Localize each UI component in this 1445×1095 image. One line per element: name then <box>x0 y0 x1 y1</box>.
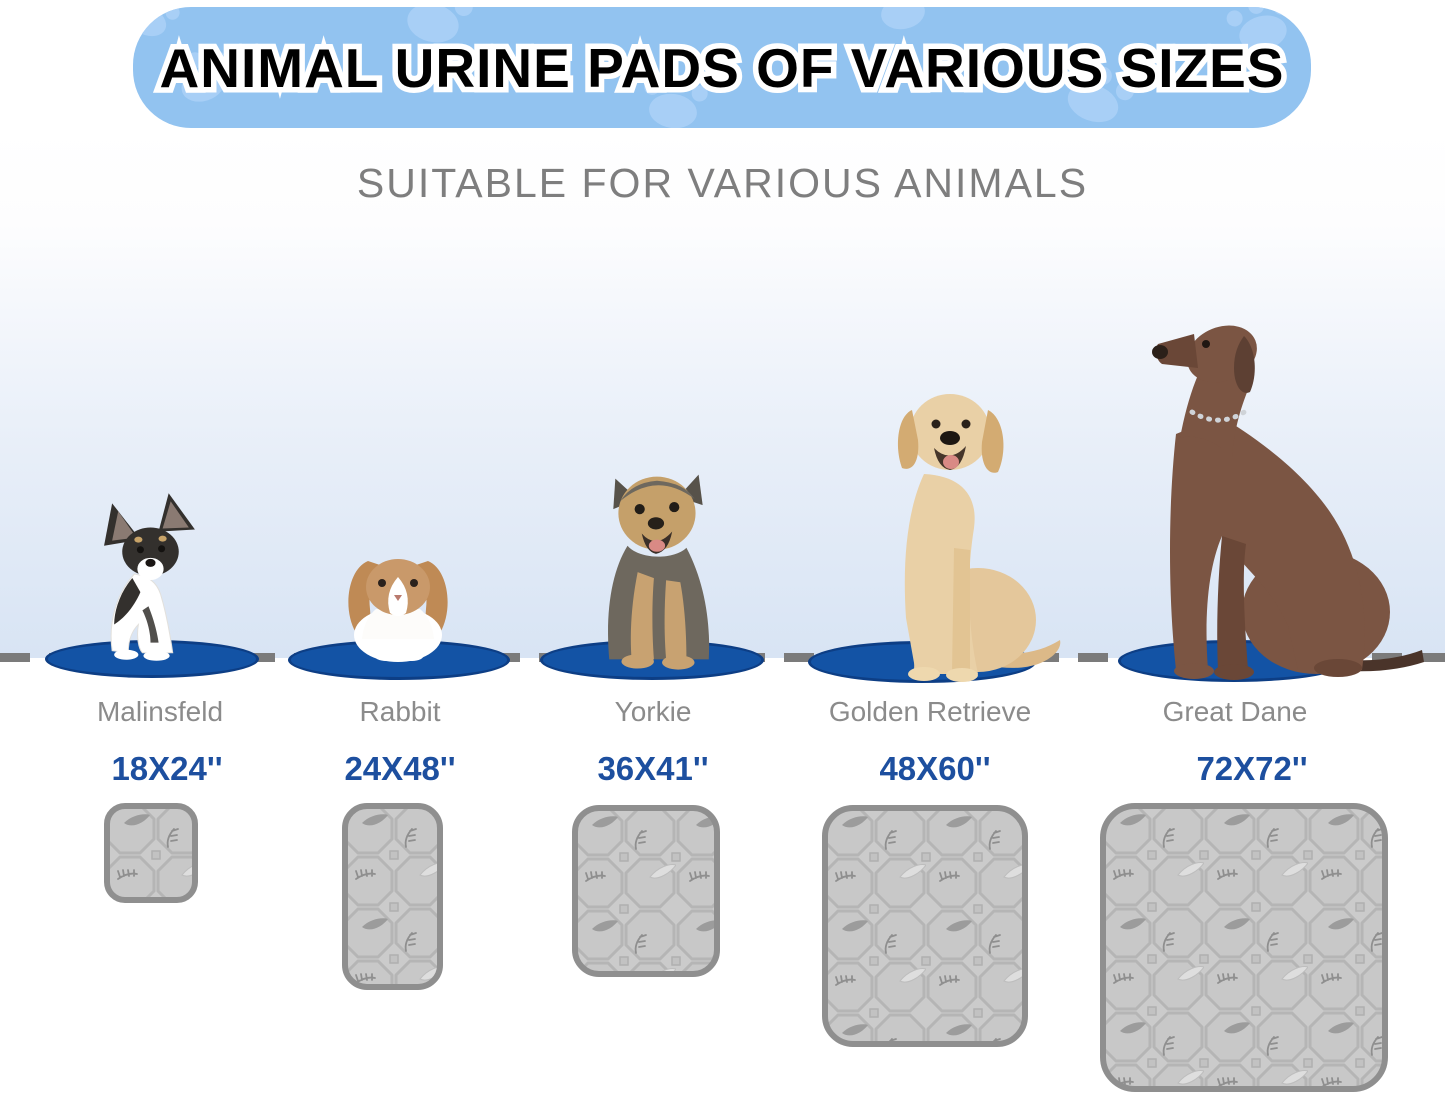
animal-name-golden-retrieve: Golden Retrieve <box>828 696 1032 727</box>
yorkie-image <box>608 474 710 670</box>
page-title-outline: ANIMAL URINE PADS OF VARIOUS SIZES <box>154 31 1289 104</box>
pee-pad-24x48 <box>342 803 443 990</box>
pee-pad-18x24 <box>104 803 198 903</box>
animal-name-rabbit: Rabbit <box>359 696 441 727</box>
pad-size-24x48: 24X48'' <box>344 750 456 787</box>
great-dane-image <box>1152 325 1424 680</box>
pad-size-48x60: 48X60'' <box>879 750 991 787</box>
animal-name-yorkie: Yorkie <box>614 696 692 727</box>
animal-name-great-dane: Great Dane <box>1162 696 1308 727</box>
pad-size-36x41: 36X41'' <box>597 750 709 787</box>
pee-pad-48x60 <box>822 805 1028 1047</box>
malinsfeld-dog-image <box>104 493 195 661</box>
subtitle: SUITABLE FOR VARIOUS ANIMALS <box>356 160 1089 206</box>
golden-retrieve-image <box>897 394 1061 682</box>
pee-pad-36x41 <box>572 805 720 977</box>
rabbit-image <box>348 559 448 662</box>
paw-print-icon <box>133 7 1290 128</box>
pad-size-72x72: 72X72'' <box>1196 750 1308 787</box>
title-banner: ANIMAL URINE PADS OF VARIOUS SIZES ANIMA… <box>133 7 1311 128</box>
pad-size-18x24: 18X24'' <box>111 750 223 787</box>
pee-pad-72x72 <box>1100 803 1388 1092</box>
page-title: ANIMAL URINE PADS OF VARIOUS SIZES <box>159 36 1285 99</box>
animal-name-malinsfeld: Malinsfeld <box>96 696 224 727</box>
